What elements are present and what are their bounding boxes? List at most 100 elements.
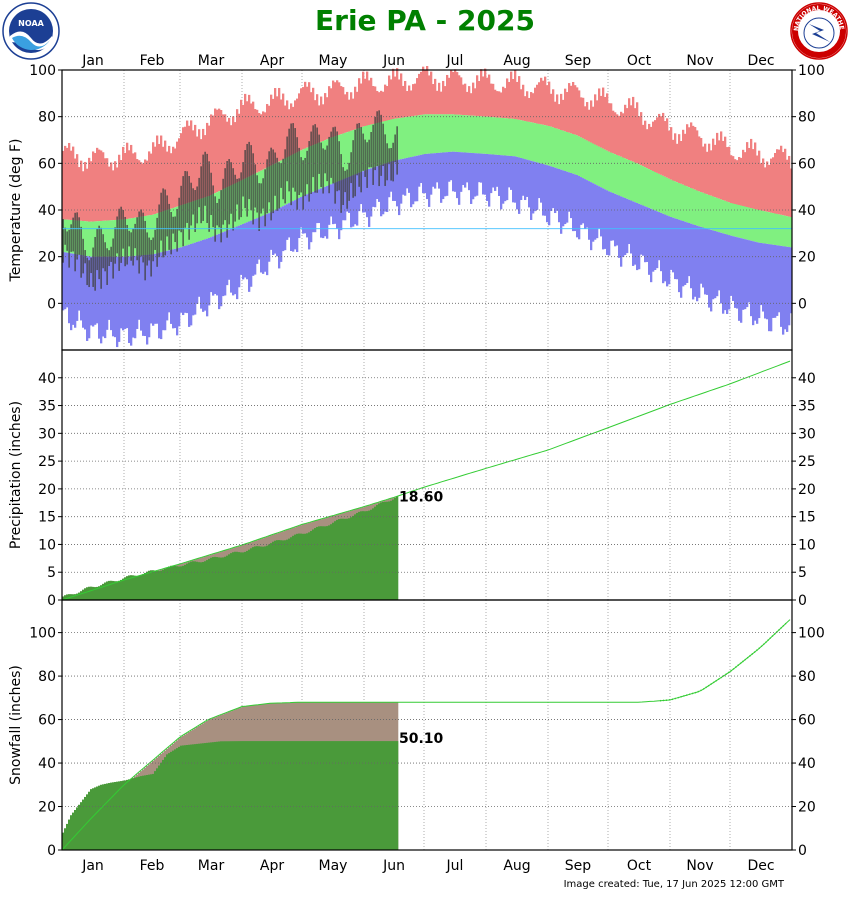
normal-range-bar [652, 171, 655, 210]
record-high-bar [406, 91, 409, 117]
record-high-bar [174, 148, 177, 208]
record-high-bar [708, 143, 711, 195]
y-tick-label-right: 80 [798, 110, 816, 126]
normal-range-bar [390, 119, 393, 162]
record-high-bar [578, 90, 581, 137]
record-high-bar [270, 94, 273, 166]
record-high-bar [118, 154, 121, 220]
normal-range-bar [670, 179, 673, 217]
observed-temp-bar [218, 198, 220, 228]
observed-snow-bar [152, 773, 155, 850]
observed-precip-bar [286, 539, 289, 600]
observed-snow-bar [162, 759, 165, 850]
record-high-bar [672, 139, 675, 181]
record-high-bar [432, 84, 435, 115]
observed-snow-bar [116, 781, 119, 850]
normal-range-bar [514, 119, 517, 157]
normal-range-bar [738, 205, 741, 238]
record-low-bar [554, 167, 557, 214]
record-high-bar [176, 141, 179, 207]
record-low-bar [82, 255, 85, 328]
observed-snow-bar [290, 741, 293, 850]
observed-temp-bar [238, 178, 240, 220]
record-low-bar [490, 154, 493, 194]
record-low-bar [98, 256, 101, 339]
observed-snow-bar [260, 741, 263, 850]
observed-temp-bar [200, 166, 202, 224]
record-low-bar [242, 224, 245, 280]
observed-precip-bar [158, 571, 161, 600]
record-low-bar [396, 160, 399, 207]
observed-snow-bar [300, 741, 303, 850]
record-high-bar [272, 98, 275, 165]
observed-precip-bar [160, 570, 163, 600]
record-low-bar [428, 153, 431, 207]
record-high-bar [658, 113, 661, 174]
record-low-bar [226, 230, 229, 286]
record-low-bar [696, 225, 699, 302]
record-low-bar [422, 154, 425, 194]
observed-temp-bar [146, 232, 148, 266]
record-low-bar [660, 212, 663, 272]
record-low-bar [666, 215, 669, 287]
record-low-bar [544, 164, 547, 216]
normal-range-bar [616, 155, 619, 195]
normal-range-bar [426, 114, 429, 154]
observed-temp-bar [148, 237, 150, 261]
record-low-bar [278, 208, 281, 269]
record-low-bar [562, 170, 565, 227]
month-label-top: Oct [627, 53, 652, 69]
record-low-bar [526, 159, 529, 197]
record-high-bar [662, 112, 665, 176]
normal-range-bar [480, 116, 483, 154]
record-high-bar [454, 69, 457, 115]
observed-precip-bar [342, 518, 345, 600]
record-low-bar [118, 256, 121, 342]
record-low-bar [736, 237, 739, 309]
y-tick-label-right: 60 [798, 156, 816, 172]
record-high-bar [570, 85, 573, 134]
observed-precip-bar [356, 512, 359, 600]
observed-temp-bar [282, 158, 284, 200]
observed-temp-bar [270, 147, 272, 221]
record-high-bar [378, 92, 381, 123]
observed-temp-bar [318, 134, 320, 174]
observed-temp-bar [122, 209, 124, 249]
record-low-bar [104, 256, 107, 339]
record-low-bar [530, 160, 533, 220]
record-low-bar [504, 155, 507, 202]
normal-range-bar [642, 166, 645, 206]
record-high-bar [136, 159, 139, 218]
record-high-bar [592, 106, 595, 144]
record-low-bar [516, 156, 519, 210]
normal-range-bar [210, 195, 213, 238]
record-low-bar [224, 231, 227, 296]
observed-temp-bar [78, 217, 80, 255]
record-high-bar [526, 91, 529, 122]
record-low-bar [624, 198, 627, 255]
record-low-bar [256, 218, 259, 264]
record-low-bar [642, 205, 645, 256]
normal-range-bar [752, 208, 755, 242]
record-low-bar [122, 256, 125, 331]
observed-precip-bar [174, 565, 177, 600]
record-low-bar [108, 256, 111, 320]
observed-snow-bar [164, 757, 167, 850]
record-high-bar [220, 110, 223, 191]
record-high-bar [586, 102, 589, 141]
observed-precip-bar [338, 519, 341, 600]
record-high-bar [164, 140, 167, 211]
observed-precip-bar [206, 560, 209, 600]
record-low-bar [304, 195, 307, 234]
observed-snow-bar [130, 778, 133, 850]
record-low-bar [210, 237, 213, 293]
observed-precip-bar [272, 541, 275, 600]
record-low-bar [426, 153, 429, 200]
observed-precip-bar [262, 546, 265, 600]
normal-range-bar [706, 194, 709, 229]
record-low-bar [376, 166, 379, 200]
record-high-bar [438, 82, 441, 115]
month-label-bottom: Sep [565, 858, 592, 874]
observed-precip-bar [194, 561, 197, 600]
normal-range-bar [726, 201, 729, 235]
